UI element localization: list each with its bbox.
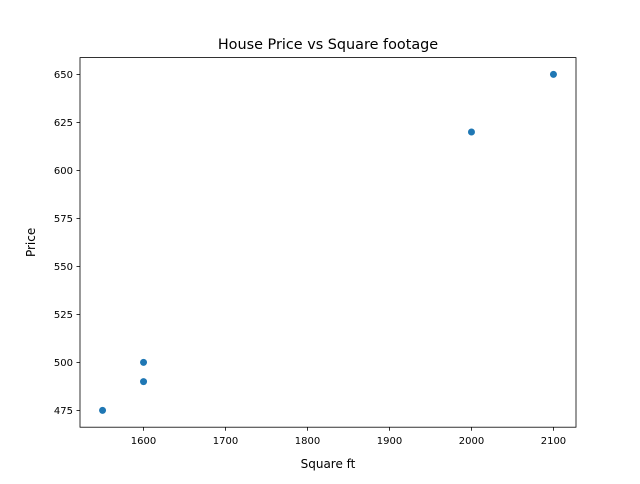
- y-tick-label: 650: [54, 70, 73, 81]
- x-tick-label: 1900: [377, 436, 402, 447]
- x-tick-label: 1600: [131, 436, 156, 447]
- plot-area: [80, 57, 576, 428]
- y-tick-label: 575: [54, 214, 73, 225]
- x-tick-label: 1800: [295, 436, 320, 447]
- y-axis-label: Price: [24, 228, 38, 257]
- y-tick-label: 625: [54, 118, 73, 129]
- x-tick-label: 1700: [213, 436, 238, 447]
- y-tick-label: 475: [54, 406, 73, 417]
- y-tick-label: 600: [54, 166, 73, 177]
- x-tick-label: 2000: [459, 436, 484, 447]
- data-point: [467, 128, 475, 136]
- axes-frame: [79, 57, 577, 428]
- y-tick-label: 550: [54, 262, 73, 273]
- data-point: [549, 70, 557, 78]
- data-point: [140, 358, 148, 366]
- chart-title: House Price vs Square footage: [218, 37, 438, 53]
- data-point: [140, 378, 148, 386]
- x-tick-label: 2100: [541, 436, 566, 447]
- x-axis-label: Square ft: [301, 457, 356, 471]
- data-point: [99, 406, 107, 414]
- y-tick-label: 525: [54, 310, 73, 321]
- y-tick-label: 500: [54, 358, 73, 369]
